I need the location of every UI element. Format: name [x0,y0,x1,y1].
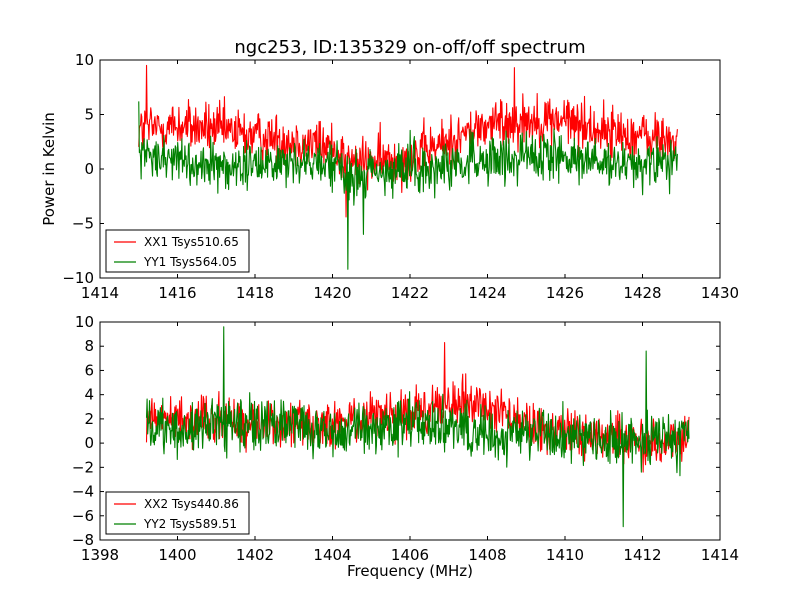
top-x-tick-label: 1424 [468,284,506,302]
top-legend: XX1 Tsys510.65 YY1 Tsys564.05 [105,229,250,273]
top-y-tick-label: −10 [62,269,94,287]
bottom-y-tick-label: −2 [72,458,94,476]
bottom-x-tick-label: 1404 [313,546,351,564]
top-legend-label-2: YY1 Tsys564.05 [143,255,237,269]
bottom-legend-box [105,491,250,535]
bottom-x-tick-label: 1406 [391,546,429,564]
top-y-tick-label: 10 [75,51,94,69]
bottom-x-tick-label: 1402 [236,546,274,564]
bottom-x-tick-label: 1408 [468,546,506,564]
bottom-x-tick-label: 1398 [81,546,119,564]
top-x-tick-label: 1428 [623,284,661,302]
bottom-x-tick-label: 1412 [623,546,661,564]
bottom-x-tick-label: 1414 [701,546,739,564]
top-series-line-1 [138,64,678,218]
bottom-x-tick-label: 1400 [158,546,196,564]
bottom-series-line-2 [145,326,690,528]
top-x-tick-label: 1420 [313,284,351,302]
bottom-x-axis-label: Frequency (MHz) [347,562,473,580]
bottom-x-tick-label: 1410 [546,546,584,564]
top-y-tick-label: 5 [84,106,94,124]
bottom-y-tick-label: 2 [84,410,94,428]
top-x-tick-label: 1430 [701,284,739,302]
bottom-legend-label-1: XX2 Tsys440.86 [144,497,239,511]
bottom-y-tick-label: 0 [84,434,94,452]
top-y-tick-label: 0 [84,160,94,178]
top-x-tick-label: 1426 [546,284,584,302]
bottom-y-tick-label: −8 [72,531,94,549]
bottom-y-tick-label: 4 [84,386,94,404]
bottom-y-tick-label: 8 [84,337,94,355]
top-panel: 1414 1416 1418 1420 1422 1424 1426 1428 1430 −10 −… [62,51,739,302]
top-x-tick-label: 1416 [158,284,196,302]
bottom-legend-label-2: YY2 Tsys589.51 [143,517,237,531]
top-series-group [138,64,678,270]
top-x-tick-label: 1414 [81,284,119,302]
top-legend-label-1: XX1 Tsys510.65 [144,235,239,249]
top-series-line-2 [138,101,678,270]
bottom-series-group [145,326,690,528]
top-x-tick-label: 1422 [391,284,429,302]
bottom-legend: XX2 Tsys440.86 YY2 Tsys589.51 [105,491,250,535]
top-y-tick-label: −5 [72,215,94,233]
bottom-y-tick-label: 10 [75,313,94,331]
top-legend-box [105,229,250,273]
top-y-axis-label: Power in Kelvin [40,112,58,226]
bottom-panel: 1398 1400 1402 1404 1406 1408 1410 1412 1414 −8 −6… [72,313,739,564]
bottom-y-tick-label: 6 [84,361,94,379]
bottom-y-tick-label: −4 [72,483,94,501]
top-x-tick-label: 1418 [236,284,274,302]
bottom-y-tick-label: −6 [72,507,94,525]
chart-title: ngc253, ID:135329 on-off/off spectrum [234,37,585,58]
